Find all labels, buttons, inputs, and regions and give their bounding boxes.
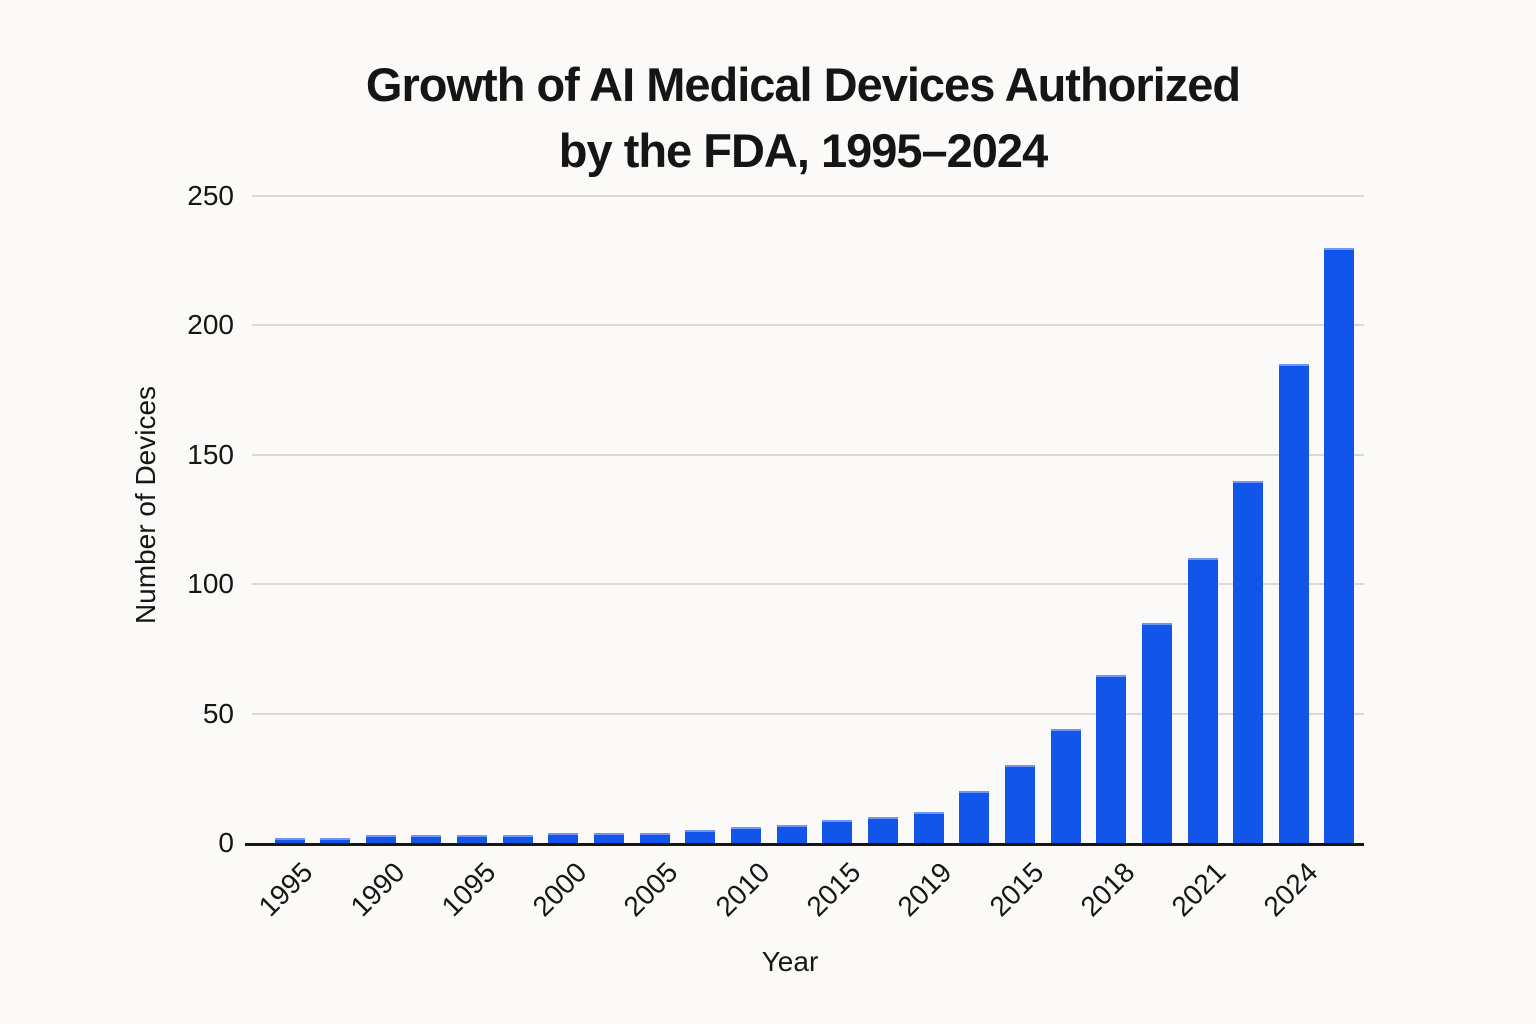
plot-area: 0 50 100 150 200 250 1995 1990 1095 2000 2005 2010 2… (187, 180, 1364, 922)
x-tick-label-7: 2015 (800, 856, 867, 923)
chart-title-line-2: by the FDA, 1995–2024 (558, 124, 1048, 177)
bar-12 (776, 824, 807, 843)
x-tick-label-3: 1095 (435, 856, 502, 923)
bar-9 (639, 832, 670, 843)
bar-4 (411, 835, 442, 843)
gridline-50 (252, 712, 1364, 715)
x-axis-label: Year (761, 946, 819, 977)
bar-17 (1004, 765, 1035, 843)
bar-6 (502, 835, 533, 843)
bar-13 (822, 819, 853, 843)
bar-24 (1324, 247, 1355, 843)
bar-1 (274, 837, 305, 843)
bar-11 (731, 827, 761, 843)
bar-22 (1233, 480, 1264, 843)
bar-7 (548, 832, 579, 843)
bar-16 (959, 791, 990, 843)
y-tick-label-0: 0 (218, 827, 234, 858)
x-tick-label-10: 2018 (1074, 856, 1141, 923)
x-axis-line (245, 843, 1364, 846)
y-tick-label-250: 250 (187, 180, 234, 211)
bar-23 (1278, 364, 1309, 843)
bar-10 (685, 830, 716, 843)
x-tick-label-9: 2015 (983, 856, 1050, 923)
chart-title-line-1: Growth of AI Medical Devices Authorized (365, 58, 1241, 111)
bar-2 (320, 837, 351, 843)
bar-5 (457, 835, 488, 843)
x-tick-label-11: 2021 (1165, 856, 1232, 923)
x-tick-label-8: 2019 (891, 856, 958, 923)
bar-19 (1096, 674, 1127, 843)
bar-20 (1141, 623, 1172, 843)
y-tick-label-100: 100 (187, 568, 234, 600)
y-tick-label-50: 50 (202, 697, 234, 729)
bar-21 (1187, 558, 1218, 843)
bar-18 (1050, 729, 1081, 843)
bar-15 (913, 811, 944, 843)
x-tick-label-4: 2000 (526, 856, 593, 923)
chart-title: Growth of AI Medical Devices Authorized … (70, 52, 1536, 184)
y-tick-label-200: 200 (187, 309, 234, 341)
bar-14 (867, 817, 898, 843)
x-tick-label-1: 1995 (252, 856, 319, 923)
y-tick-label-150: 150 (187, 438, 234, 470)
x-tick-label-12: 2024 (1257, 856, 1324, 923)
bar-3 (365, 835, 396, 843)
gridline-200 (252, 324, 1364, 327)
gridline-250 (252, 195, 1364, 197)
x-tick-label-2: 1990 (344, 856, 411, 923)
bar-8 (594, 832, 625, 843)
x-tick-label-6: 2010 (709, 856, 776, 923)
gridline-100 (252, 583, 1364, 586)
gridline-150 (252, 453, 1364, 456)
x-tick-label-5: 2005 (617, 856, 684, 923)
